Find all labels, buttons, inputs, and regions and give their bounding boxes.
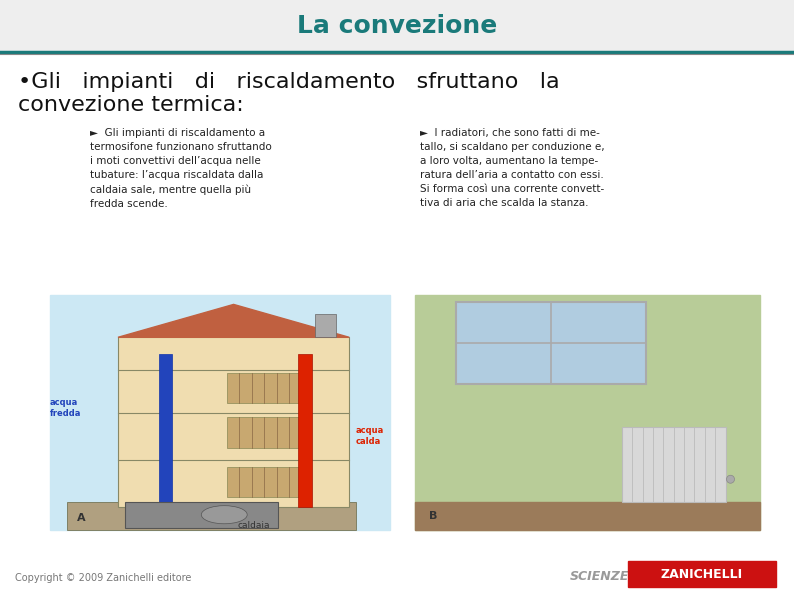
Text: convezione termica:: convezione termica: bbox=[18, 95, 244, 115]
Bar bbox=[415, 295, 760, 530]
Bar bbox=[227, 466, 302, 497]
Text: ZANICHELLI: ZANICHELLI bbox=[661, 568, 743, 581]
Text: acqua
calda: acqua calda bbox=[356, 426, 384, 446]
Bar bbox=[0, 0, 794, 52]
Bar bbox=[67, 502, 356, 530]
Bar bbox=[159, 354, 172, 506]
Text: SCIENZE: SCIENZE bbox=[570, 571, 630, 584]
Bar bbox=[227, 372, 302, 403]
Text: •Gli   impianti   di   riscaldamento   sfruttano   la: •Gli impianti di riscaldamento sfruttano… bbox=[18, 72, 560, 92]
Bar bbox=[628, 561, 776, 587]
Bar bbox=[622, 427, 726, 502]
Circle shape bbox=[727, 475, 734, 483]
Polygon shape bbox=[118, 305, 349, 337]
Ellipse shape bbox=[202, 506, 247, 524]
Bar bbox=[118, 337, 349, 506]
Text: acqua
fredda: acqua fredda bbox=[50, 398, 81, 418]
Text: B: B bbox=[429, 511, 437, 521]
Text: ►  Gli impianti di riscaldamento a
termosifone funzionano sfruttando
i moti conv: ► Gli impianti di riscaldamento a termos… bbox=[90, 128, 272, 209]
Bar bbox=[125, 502, 278, 528]
Bar bbox=[315, 314, 336, 337]
Bar bbox=[299, 354, 312, 506]
Bar bbox=[227, 417, 302, 448]
Bar bbox=[457, 302, 646, 384]
Bar bbox=[50, 295, 390, 530]
Text: A: A bbox=[77, 513, 86, 523]
Text: Copyright © 2009 Zanichelli editore: Copyright © 2009 Zanichelli editore bbox=[15, 573, 191, 583]
Bar bbox=[415, 502, 760, 530]
Text: ►  I radiatori, che sono fatti di me-
tallo, si scaldano per conduzione e,
a lor: ► I radiatori, che sono fatti di me- tal… bbox=[420, 128, 604, 208]
Text: La convezione: La convezione bbox=[297, 14, 497, 38]
Text: caldaia: caldaia bbox=[237, 521, 270, 530]
